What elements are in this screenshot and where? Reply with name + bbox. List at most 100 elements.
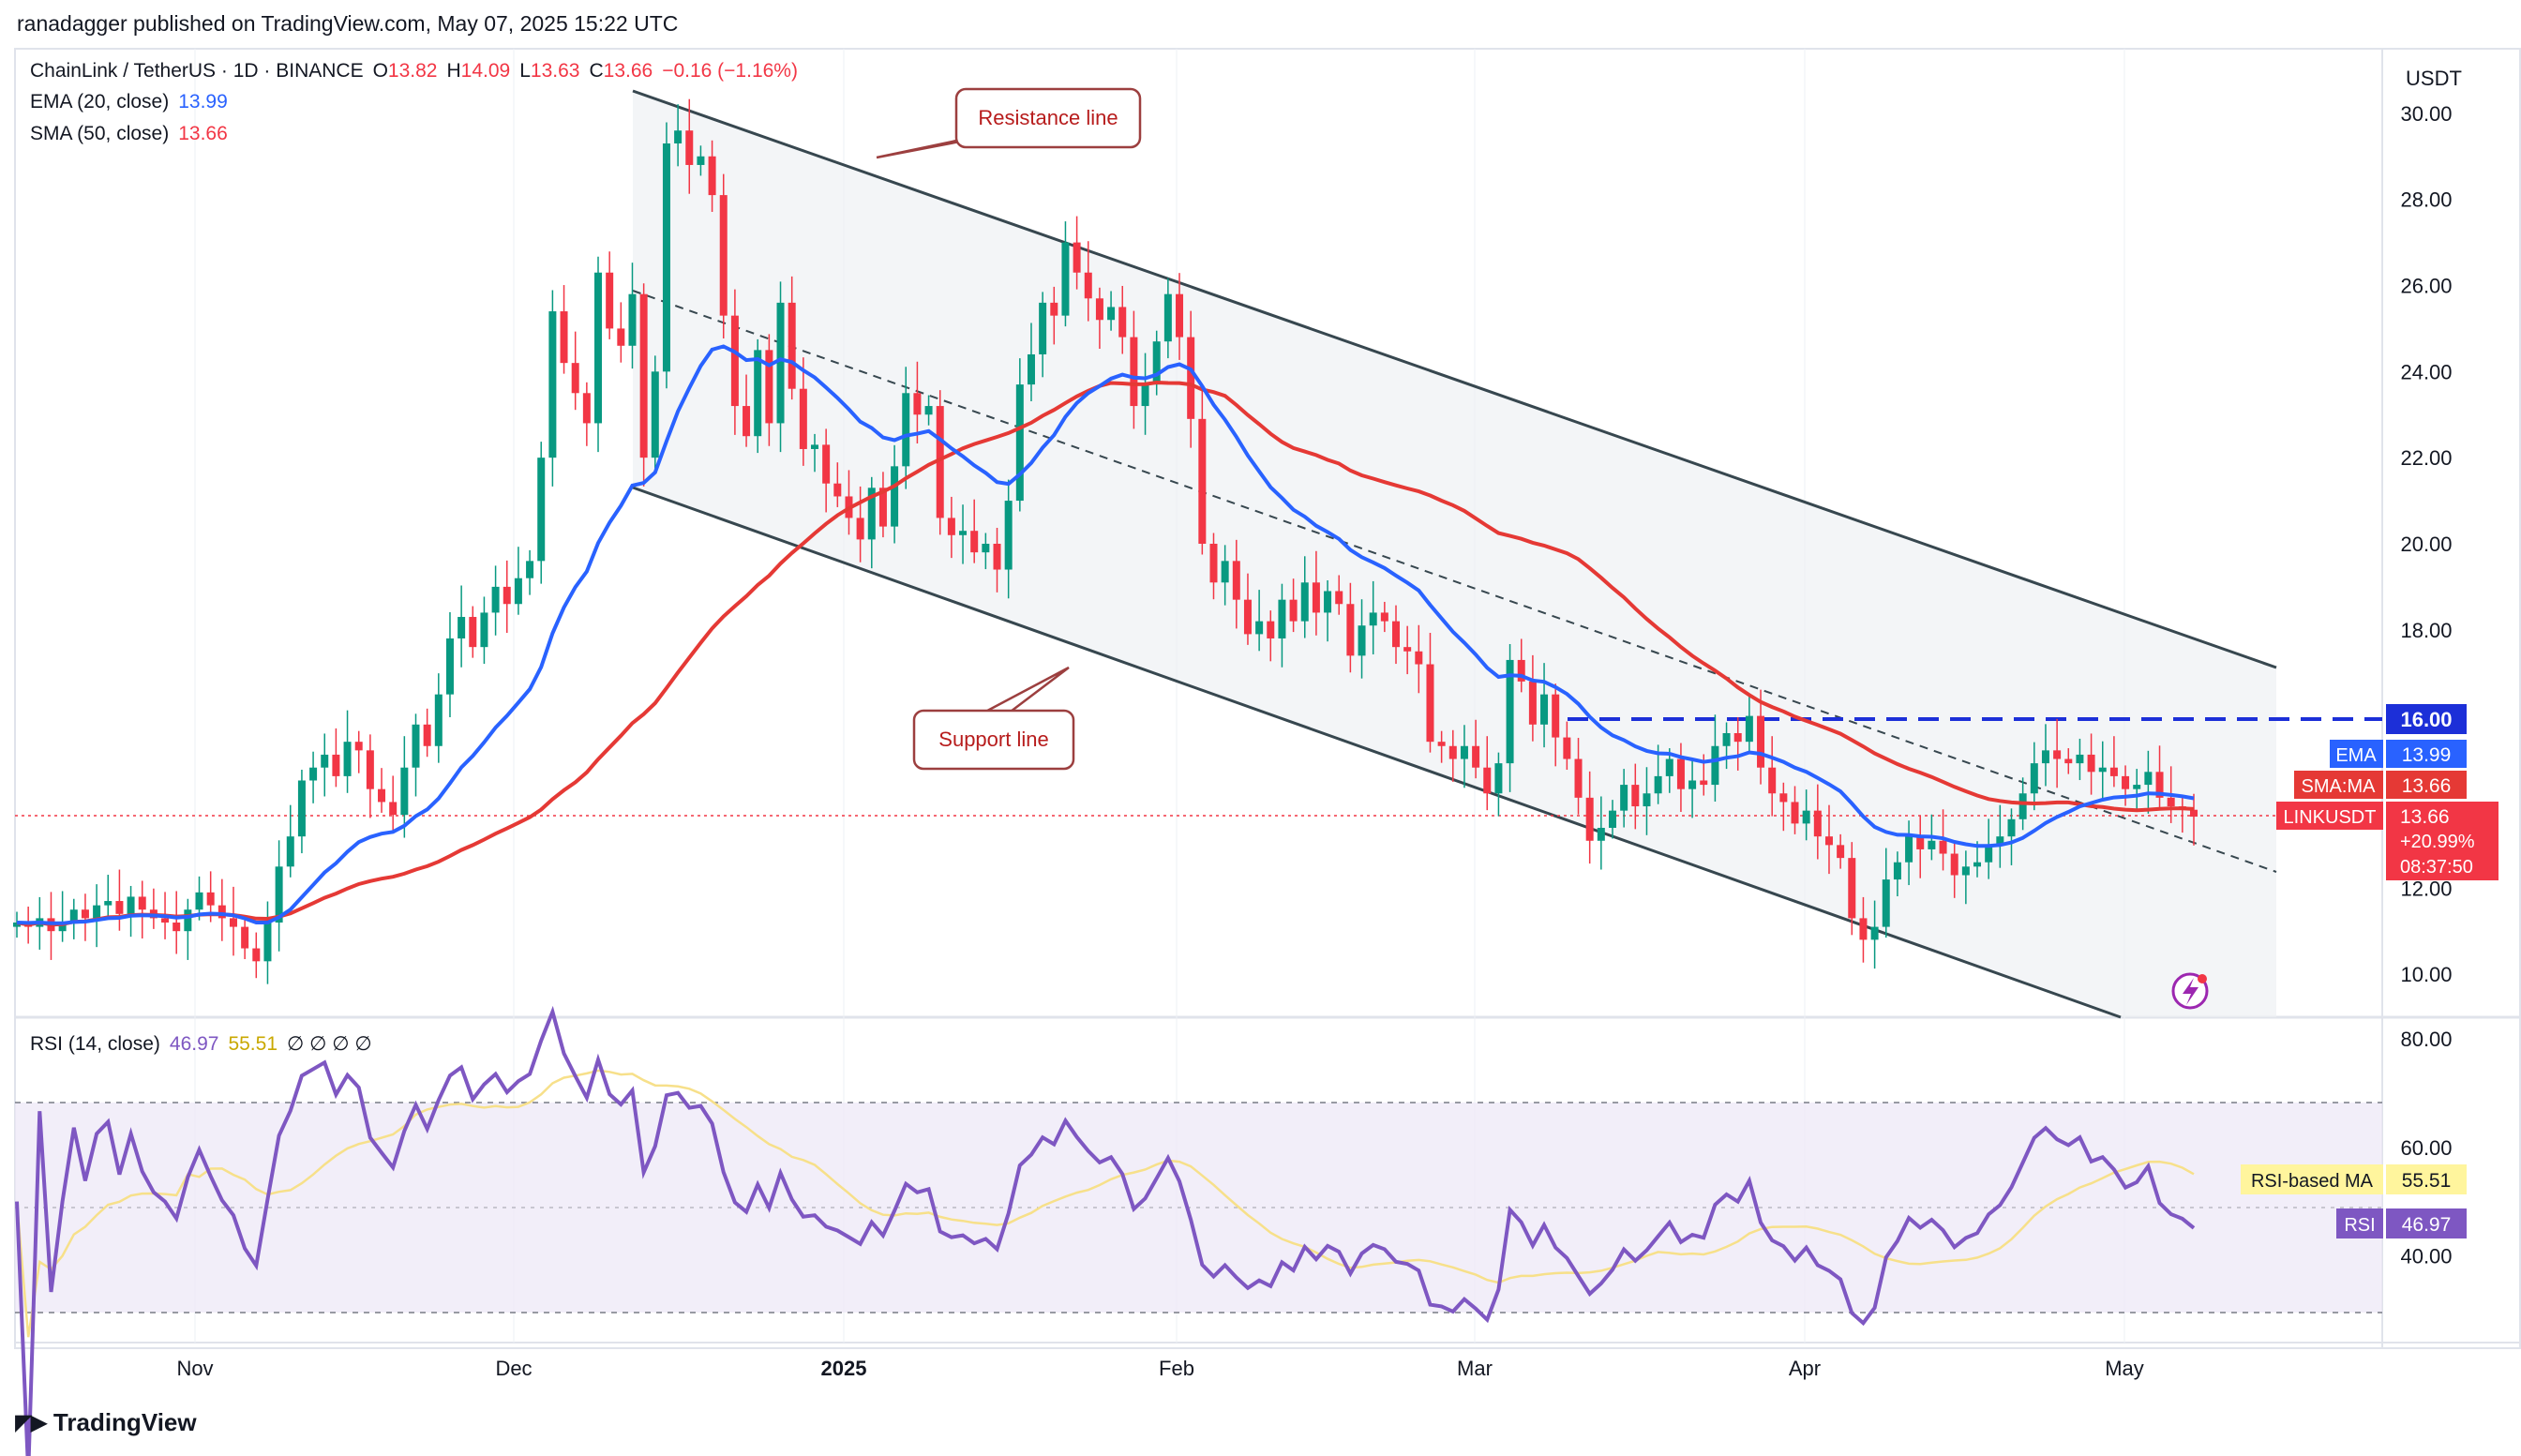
candle-body [1084,272,1092,299]
candle-body [1585,797,1594,841]
candle-body [1837,845,1845,859]
price-tick-label: 18.00 [2400,619,2452,642]
resistance-callout[interactable]: Resistance line [876,87,1142,159]
candle-body [617,328,625,346]
candle-body [1346,604,1355,656]
time-axis[interactable]: Nov Dec 2025 Feb Mar Apr May [176,1357,2143,1380]
candle-body [2109,767,2118,776]
candle-body [1163,293,1172,342]
rsi-legend[interactable]: RSI (14, close) 46.97 55.51 ∅ ∅ ∅ ∅ [30,1032,372,1056]
candle-body [1232,561,1240,600]
candle-body [1973,862,1982,867]
candle-body [1643,793,1651,807]
candle-body [1061,242,1070,316]
price-tick-label: 10.00 [2400,963,2452,986]
candle-body [822,444,831,484]
last-price-tag: LINKUSDT 13.66 +20.99% 08:37:50 [2276,802,2498,880]
candle-body [343,742,352,776]
candle-body [1893,862,1901,880]
symbol-legend[interactable]: ChainLink / TetherUS · 1D · BINANCE O13.… [30,60,798,83]
candle-body [1448,745,1457,759]
candle-body [389,802,398,816]
candle-body [1437,742,1446,746]
candle-body [275,866,283,923]
candle-body [2030,763,2038,794]
lightning-icon[interactable] [2171,972,2209,1010]
resistance-channel-line[interactable] [632,89,2277,669]
candle-body [1118,307,1127,338]
candle-body [1187,337,1195,419]
candle-body [1939,840,1947,854]
rsi-ma-legend-value: 55.51 [228,1033,278,1055]
candle-body [1540,694,1549,725]
candle-body [639,293,648,458]
candle-body [878,488,887,527]
candle-body [730,315,739,407]
tradingview-logo-icon: ◤▶ [15,1410,48,1435]
candle-body [1403,647,1412,652]
rsi-line [15,1005,2196,1456]
candle-body [2190,809,2198,818]
candle-body [309,767,318,781]
candle-body [1950,853,1958,876]
svg-text:13.66: 13.66 [2402,775,2452,797]
candle-body [1733,732,1742,743]
candle-body [526,561,534,578]
rsi-tick-label: 60.00 [2400,1136,2452,1160]
svg-text:55.51: 55.51 [2402,1170,2452,1192]
candle-body [161,918,170,923]
candle-body [1779,793,1788,803]
candle-body [1073,242,1081,273]
candle-body [332,754,340,776]
candle-body [2007,818,2016,837]
sma-legend-value: 13.66 [178,123,228,144]
ohlc-close: C13.66 [589,60,653,82]
candle-body [799,388,807,449]
rsi-ma-line [15,1069,2195,1338]
candle-body [1928,840,1936,849]
candle-body [81,909,89,919]
price-currency-label[interactable]: USDT [2406,67,2462,90]
candle-body [2144,772,2153,786]
candle-body [2041,750,2049,764]
candle-body [206,892,215,906]
candle-body [1631,785,1640,807]
candle-body [1996,836,2004,846]
candle-body [1130,337,1138,407]
candle-body [1711,745,1719,786]
candle-body [1358,625,1366,656]
rsi-tag: RSI 46.97 [2336,1208,2467,1238]
sma-legend[interactable]: SMA (50, close) 13.66 [30,123,228,145]
candle-body [548,311,557,458]
candle-body [1985,845,1993,863]
candle-body [1380,612,1388,622]
candle-body [263,922,272,962]
candle-body [1859,918,1868,940]
candle-body [959,531,968,535]
candle-body [1335,591,1343,605]
svg-text:EMA: EMA [2335,745,2377,766]
candle-body [1722,732,1731,746]
candle-body [1289,599,1298,622]
svg-text:08:37:50: 08:37:50 [2400,857,2473,878]
candle-body [1004,501,1013,570]
candle-body [1141,384,1149,407]
candle-body [1278,599,1286,638]
candle-body [400,767,409,816]
candle-body [537,458,546,562]
middle-channel-line[interactable] [632,290,2277,873]
candle-body [788,302,796,389]
price-tick-label: 26.00 [2400,275,2452,298]
tradingview-logo[interactable]: ◤▶ TradingView [15,1408,197,1437]
resistance-callout-text: Resistance line [978,106,1118,129]
rsi-ma-tag: RSI-based MA 55.51 [2241,1164,2467,1194]
candle-body [697,156,705,165]
candle-body [195,892,203,910]
ema-legend[interactable]: EMA (20, close) 13.99 [30,91,228,113]
svg-text:SMA:MA: SMA:MA [2302,776,2377,797]
candle-body [1198,418,1207,544]
candle-body [674,130,683,144]
candle-body [184,909,192,932]
support-callout[interactable]: Support line [912,666,1075,771]
